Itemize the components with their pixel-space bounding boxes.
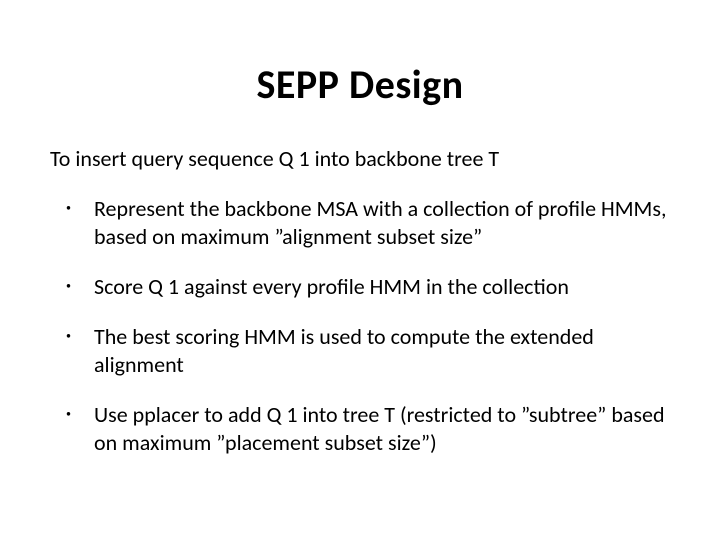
list-item: Represent the backbone MSA with a collec…: [50, 195, 670, 251]
list-item: Use pplacer to add Q 1 into tree T (rest…: [50, 401, 670, 457]
list-item: Score Q 1 against every profile HMM in t…: [50, 273, 670, 301]
slide: SEPP Design To insert query sequence Q 1…: [0, 0, 720, 540]
slide-title: SEPP Design: [50, 60, 670, 109]
bullet-list: Represent the backbone MSA with a collec…: [50, 195, 670, 458]
intro-text: To insert query sequence Q 1 into backbo…: [50, 145, 670, 173]
list-item: The best scoring HMM is used to compute …: [50, 323, 670, 379]
